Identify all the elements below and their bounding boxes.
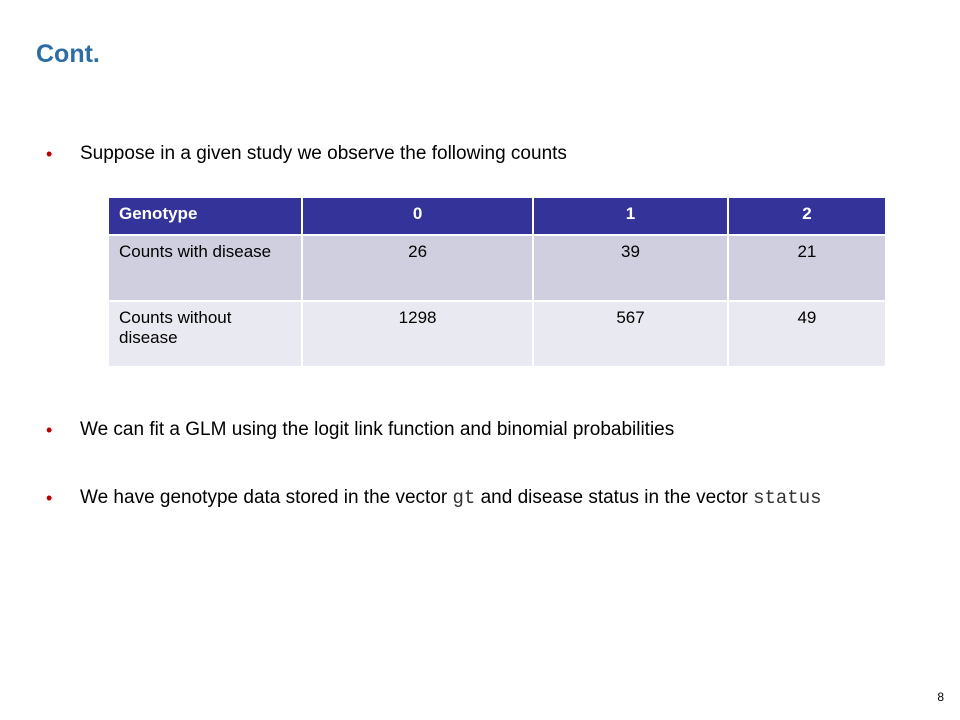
cell-with-disease-1: 39 xyxy=(532,234,729,302)
bullet-text-part: and disease status in the vector xyxy=(475,487,754,508)
bullet-dot: • xyxy=(46,420,53,440)
bullet-data-vectors: • We have genotype data stored in the ve… xyxy=(46,484,906,512)
page-number: 8 xyxy=(937,690,944,704)
table-header-0: 0 xyxy=(300,196,535,236)
row-label-with-disease: Counts with disease xyxy=(107,234,303,302)
cell-without-disease-1: 567 xyxy=(532,300,729,368)
cell-without-disease-2: 49 xyxy=(726,300,888,368)
bullet-text-vectors: We have genotype data stored in the vect… xyxy=(80,484,906,512)
code-status: status xyxy=(753,487,822,509)
table-header-genotype: Genotype xyxy=(107,196,303,236)
bullet-observed-counts: • Suppose in a given study we observe th… xyxy=(46,140,906,168)
row-label-without-disease: Counts without disease xyxy=(107,300,303,368)
genotype-counts-table: Genotype 0 1 2 Counts with disease 26 39… xyxy=(107,196,888,368)
bullet-text: We can fit a GLM using the logit link fu… xyxy=(80,419,675,440)
bullet-text-part: We have genotype data stored in the vect… xyxy=(80,487,453,508)
table-header-row: Genotype 0 1 2 xyxy=(107,196,888,236)
code-gt: gt xyxy=(452,487,476,509)
table-header-2: 2 xyxy=(726,196,888,236)
cell-without-disease-0: 1298 xyxy=(300,300,535,368)
table-row: Counts without disease 1298 567 49 xyxy=(107,300,888,368)
bullet-dot: • xyxy=(46,488,53,508)
table-header-1: 1 xyxy=(532,196,729,236)
cell-with-disease-0: 26 xyxy=(300,234,535,302)
slide-title: Cont. xyxy=(36,40,100,68)
bullet-dot: • xyxy=(46,144,53,164)
cell-with-disease-2: 21 xyxy=(726,234,888,302)
bullet-glm: • We can fit a GLM using the logit link … xyxy=(46,416,906,444)
bullet-text: Suppose in a given study we observe the … xyxy=(80,143,567,164)
table-row: Counts with disease 26 39 21 xyxy=(107,234,888,302)
